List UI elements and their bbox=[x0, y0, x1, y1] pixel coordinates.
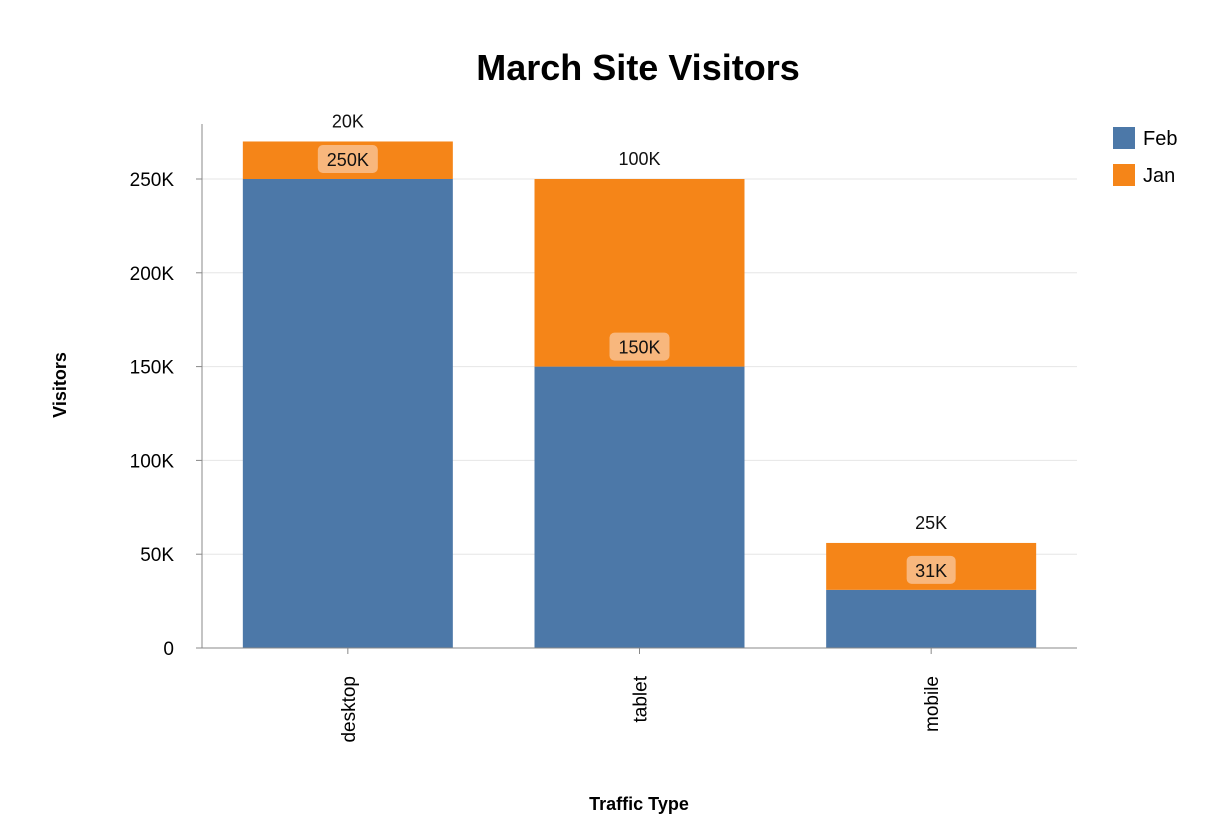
segment-label-box bbox=[609, 332, 670, 361]
axes: 0 50K 100K 150K 200K 250K desktop tablet mobile bbox=[130, 124, 1077, 743]
top-label: 20K bbox=[332, 111, 364, 131]
bar-feb-tablet bbox=[534, 366, 745, 648]
bar-feb-mobile bbox=[826, 589, 1037, 648]
top-label: 25K bbox=[915, 513, 947, 533]
legend-label-jan: Jan bbox=[1143, 165, 1175, 187]
bar-feb-desktop bbox=[242, 179, 453, 648]
legend-swatch-jan bbox=[1113, 164, 1135, 186]
x-tick-label: mobile bbox=[922, 676, 943, 732]
x-tick-label: tablet bbox=[631, 675, 652, 722]
y-tick-label: 50K bbox=[140, 545, 174, 566]
y-tick-label: 150K bbox=[130, 358, 175, 379]
legend-label-feb: Feb bbox=[1143, 128, 1177, 150]
legend-swatch-feb bbox=[1113, 127, 1135, 149]
x-axis-title: Traffic Type bbox=[589, 794, 689, 814]
segment-label: 150K bbox=[618, 338, 660, 358]
bars bbox=[242, 141, 1037, 648]
y-tick-label: 250K bbox=[130, 170, 175, 191]
y-tick-label: 100K bbox=[130, 451, 175, 472]
y-axis-title: Visitors bbox=[50, 352, 70, 418]
y-tick-label: 0 bbox=[163, 639, 174, 660]
x-tick-label: desktop bbox=[339, 676, 360, 743]
segment-label-box bbox=[317, 145, 378, 173]
y-tick-label: 200K bbox=[130, 264, 175, 285]
data-labels: 250K 20K 150K 100K 31K 25K bbox=[317, 111, 956, 584]
legend: Feb Jan bbox=[1113, 127, 1177, 187]
top-label: 100K bbox=[618, 149, 660, 169]
segment-label: 250K bbox=[327, 150, 369, 170]
chart-title: March Site Visitors bbox=[476, 47, 799, 88]
segment-label: 31K bbox=[915, 561, 947, 581]
segment-label-box bbox=[906, 555, 956, 584]
